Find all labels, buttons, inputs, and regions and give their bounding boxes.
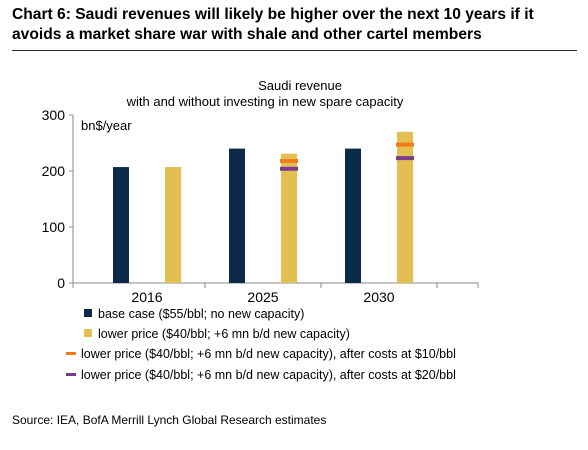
marker-costs-20 xyxy=(280,166,298,171)
chart-subtitle: with and without investing in new spare … xyxy=(126,94,404,109)
y-tick-label: 200 xyxy=(42,163,66,179)
marker-costs-10 xyxy=(396,142,414,147)
bar-base-case xyxy=(229,148,245,283)
y-tick-label: 0 xyxy=(57,275,65,291)
bar-lower-price xyxy=(397,131,413,283)
bar-base-case xyxy=(113,167,129,283)
plot-layer: 0 100 200 300 2016 2025 2030 xyxy=(42,107,479,305)
legend-swatch xyxy=(66,373,76,376)
legend-label: lower price ($40/bbl; +6 mn b/d new capa… xyxy=(98,327,350,341)
source-note: Source: IEA, BofA Merrill Lynch Global R… xyxy=(12,413,327,427)
x-tick-label: 2030 xyxy=(363,289,394,305)
marker-costs-10 xyxy=(280,158,298,163)
legend: base case ($55/bbl; no new capacity) lowe… xyxy=(66,307,456,382)
chart-title: Saudi revenue xyxy=(258,78,342,93)
y-tick-label: 300 xyxy=(42,107,66,123)
legend-swatch xyxy=(84,309,92,317)
legend-label: base case ($55/bbl; no new capacity) xyxy=(98,307,304,321)
legend-swatch xyxy=(66,352,76,355)
bar-base-case xyxy=(345,148,361,283)
x-tick-label: 2025 xyxy=(247,289,278,305)
legend-label: lower price ($40/bbl; +6 mn b/d new capa… xyxy=(81,368,456,382)
legend-label: lower price ($40/bbl; +6 mn b/d new capa… xyxy=(81,347,456,361)
header-divider xyxy=(12,50,577,51)
unit-label: bn$/year xyxy=(81,118,132,133)
marker-costs-20 xyxy=(396,156,414,161)
y-tick-label: 100 xyxy=(42,219,66,235)
bar-lower-price xyxy=(165,167,181,283)
legend-swatch xyxy=(84,329,92,337)
x-tick-label: 2016 xyxy=(131,289,162,305)
chart-header-title: Chart 6: Saudi revenues will likely be h… xyxy=(12,6,534,43)
bar-lower-price xyxy=(281,153,297,283)
